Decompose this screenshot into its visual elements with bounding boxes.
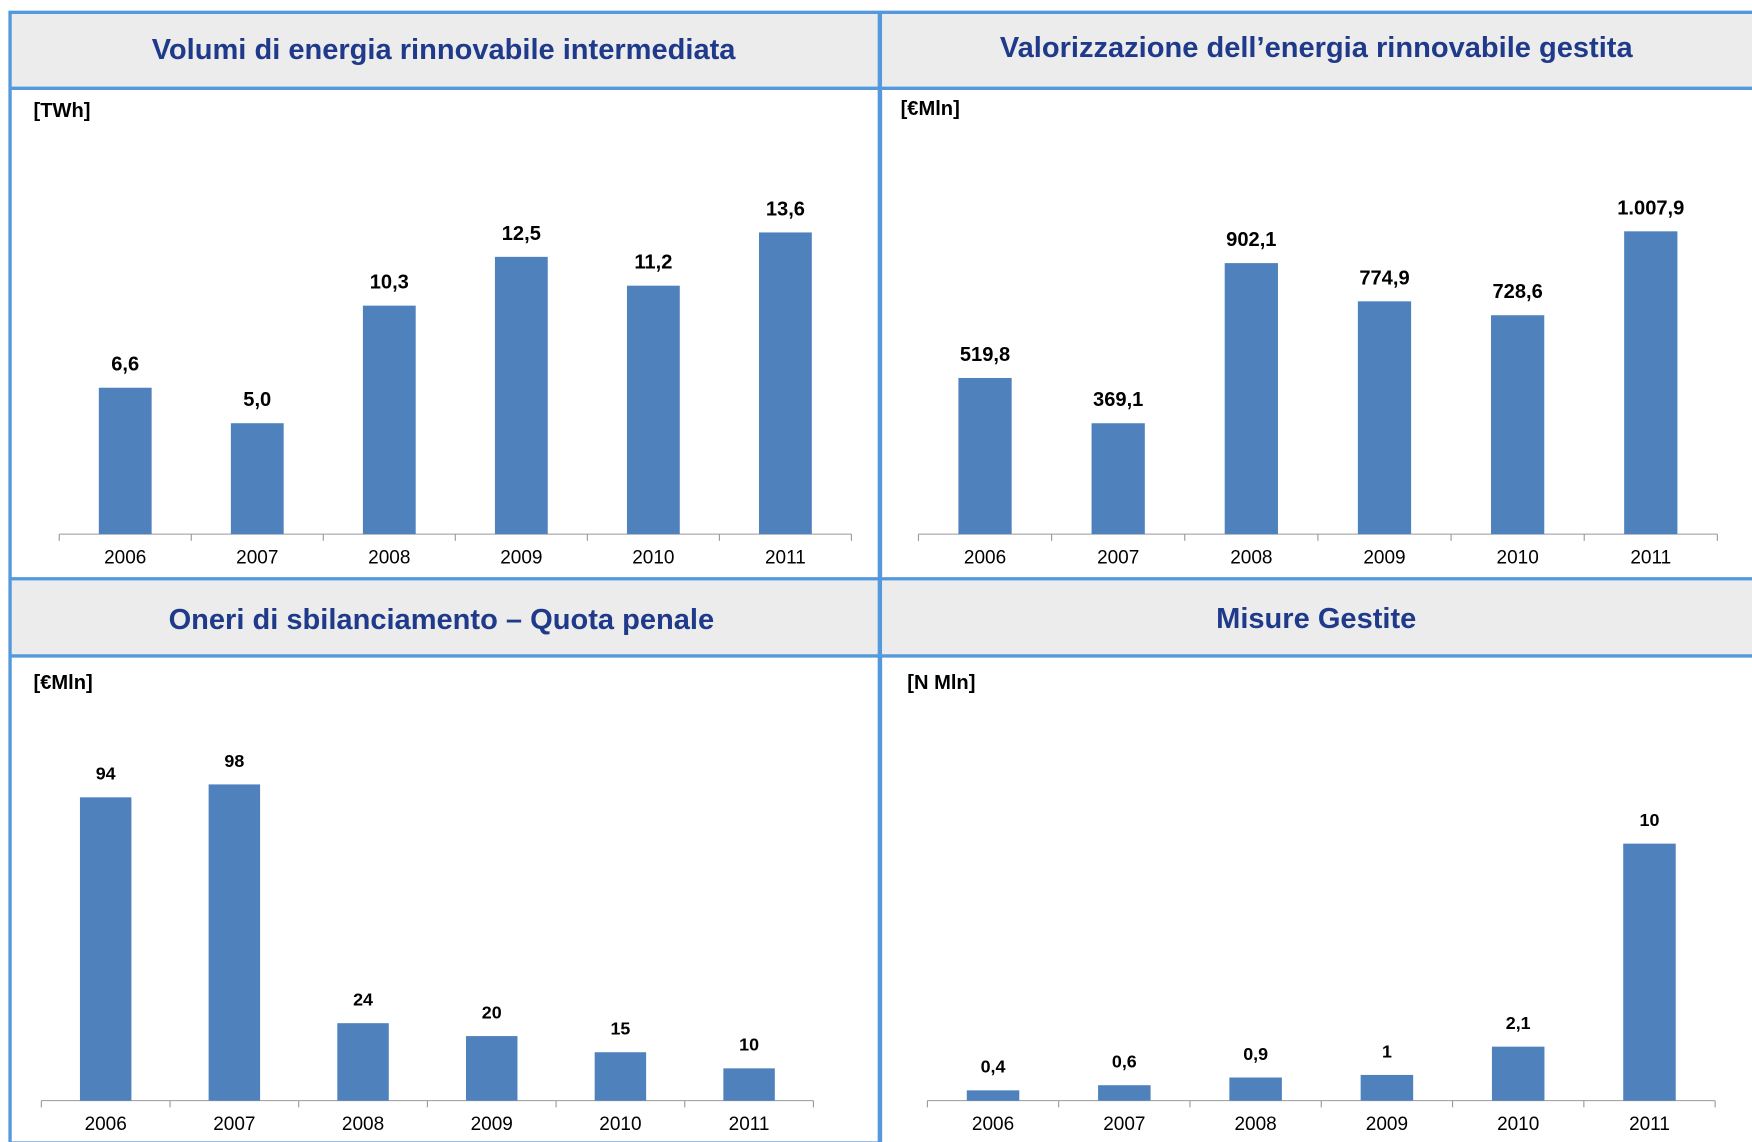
x-tick-label: 2008 [342,1114,384,1135]
unit-label: [€Mln] [901,98,960,120]
unit-label: [N Mln] [907,672,975,694]
bar [1491,315,1545,535]
data-label: 6,6 [111,354,139,376]
bar [79,797,132,1101]
bar [230,423,284,535]
bar [1360,1074,1414,1101]
data-label: 369,1 [1093,389,1143,411]
x-tick-label: 2007 [236,548,278,569]
panel-borders [8,10,1752,1142]
x-tick-label: 2009 [500,548,542,569]
data-label: 1 [1382,1041,1392,1061]
x-tick-label: 2010 [1497,1114,1539,1135]
data-label: 98 [224,751,244,771]
bar [1623,843,1676,1101]
x-tick-label: 2008 [1235,1114,1277,1135]
bar [1224,263,1278,535]
data-label: 728,6 [1492,281,1542,303]
x-tick-label: 2010 [599,1114,641,1135]
x-tick-label: 2010 [1497,548,1539,569]
chart-title: Misure Gestite [1216,603,1416,635]
bar [626,285,680,535]
bar [1491,1046,1545,1101]
data-label: 15 [610,1019,630,1039]
chart-title: Oneri di sbilanciamento – Quota penale [169,604,715,636]
unit-label: [€Mln] [34,672,93,694]
panel-header [882,581,1752,655]
bar [1624,231,1678,535]
bar [1357,301,1412,535]
bar [1091,423,1145,535]
bar [337,1023,389,1101]
data-label: 0,4 [981,1057,1006,1077]
x-tick-label: 2008 [368,548,410,569]
x-tick-label: 2006 [972,1114,1014,1135]
data-label: 902,1 [1226,229,1276,251]
data-label: 12,5 [502,223,541,245]
chart-title: Volumi di energia rinnovabile intermedia… [152,34,737,66]
data-label: 2,1 [1506,1013,1531,1033]
data-label: 10 [1640,810,1660,830]
x-tick-label: 2006 [964,548,1006,569]
x-tick-label: 2008 [1230,548,1272,569]
bar [208,784,261,1101]
data-label: 94 [96,764,116,784]
x-tick-label: 2007 [213,1114,255,1135]
chart-title: Valorizzazione dell’energia rinnovabile … [1000,32,1634,64]
bar [1098,1085,1151,1101]
x-tick-label: 2009 [1366,1114,1408,1135]
data-label: 519,8 [960,344,1010,366]
data-label: 774,9 [1359,267,1409,289]
bar [1229,1077,1282,1101]
data-label: 20 [482,1002,502,1022]
data-label: 1.007,9 [1617,197,1684,219]
panel-header [11,581,879,655]
x-tick-label: 2011 [765,548,806,569]
bar [362,305,416,535]
data-label: 10,3 [370,272,409,294]
x-tick-label: 2007 [1103,1114,1145,1135]
bar [594,1052,647,1101]
data-label: 10 [739,1035,759,1055]
x-tick-label: 2011 [1629,1114,1670,1135]
x-tick-label: 2006 [85,1114,127,1135]
data-label: 11,2 [634,252,672,274]
bar [758,232,812,535]
x-tick-label: 2006 [104,548,146,569]
x-tick-label: 2011 [729,1114,770,1135]
x-tick-label: 2011 [1630,548,1671,569]
bar [465,1036,518,1101]
bar [98,387,152,535]
bar [958,377,1012,535]
data-label: 5,0 [243,389,271,411]
bar [494,256,548,535]
data-label: 0,6 [1112,1052,1137,1072]
panel-header [11,13,879,88]
bar [966,1090,1020,1101]
unit-label: [TWh] [34,100,91,122]
x-tick-label: 2007 [1097,548,1139,569]
x-tick-label: 2010 [632,548,674,569]
x-tick-label: 2009 [1363,548,1405,569]
panel-header [882,13,1752,88]
x-tick-label: 2009 [471,1114,513,1135]
data-label: 0,9 [1243,1044,1268,1064]
data-label: 24 [353,990,373,1010]
bar [723,1068,775,1101]
data-label: 13,6 [766,198,805,220]
